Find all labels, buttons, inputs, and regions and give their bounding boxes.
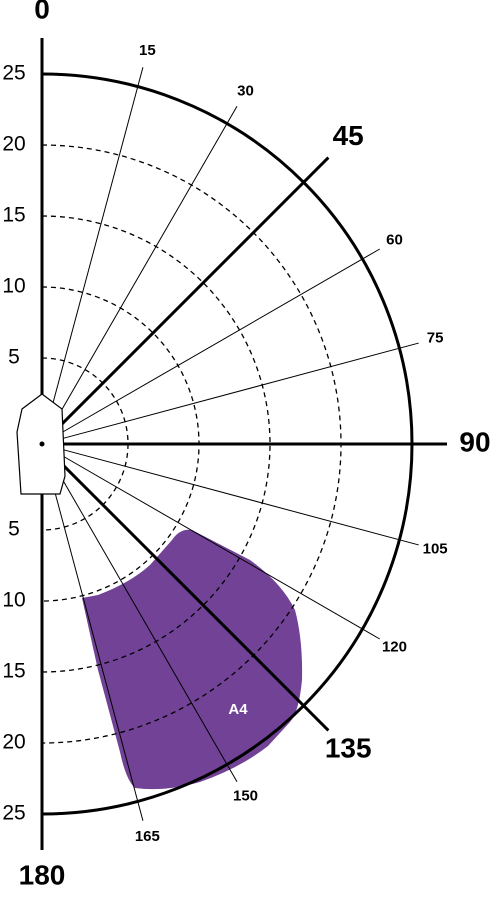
angle-label: 150 — [233, 787, 258, 804]
angle-label: 30 — [237, 82, 254, 99]
minor-line — [59, 248, 380, 435]
major-line — [55, 156, 330, 431]
major-angle-label: 135 — [325, 733, 372, 764]
major-angle-label: 0 — [34, 0, 50, 24]
minor-line — [61, 448, 419, 546]
angle-label: 60 — [386, 231, 403, 248]
angle-label: 15 — [139, 42, 156, 59]
minor-line — [46, 463, 144, 821]
boat-center — [39, 441, 45, 447]
region-label: A4 — [228, 701, 248, 718]
ring — [41, 357, 129, 531]
angle-label: 120 — [382, 638, 407, 655]
grid — [40, 38, 447, 850]
radius-label: 5 — [8, 518, 20, 541]
radius-label: 10 — [2, 275, 25, 298]
angle-label: 105 — [423, 540, 448, 557]
minor-line — [51, 106, 238, 427]
radius-label: 25 — [2, 62, 25, 85]
radius-label: 25 — [2, 802, 25, 825]
ring — [41, 215, 271, 673]
radius-label: 5 — [8, 346, 20, 369]
minor-line — [61, 342, 419, 440]
minor-line — [59, 453, 380, 640]
angle-label: 75 — [427, 330, 444, 347]
radius-label: 10 — [2, 589, 25, 612]
major-angle-label: 180 — [19, 859, 66, 890]
radius-label: 15 — [2, 660, 25, 683]
region-area — [82, 529, 303, 790]
major-angle-label: 90 — [459, 426, 490, 457]
radius-label: 20 — [2, 133, 25, 156]
radius-label: 20 — [2, 731, 25, 754]
major-angle-label: 45 — [333, 120, 364, 151]
major-line — [55, 457, 330, 732]
radius-label: 15 — [2, 204, 25, 227]
minor-line — [51, 461, 238, 782]
angle-label: 165 — [135, 828, 160, 845]
minor-line — [46, 67, 144, 425]
